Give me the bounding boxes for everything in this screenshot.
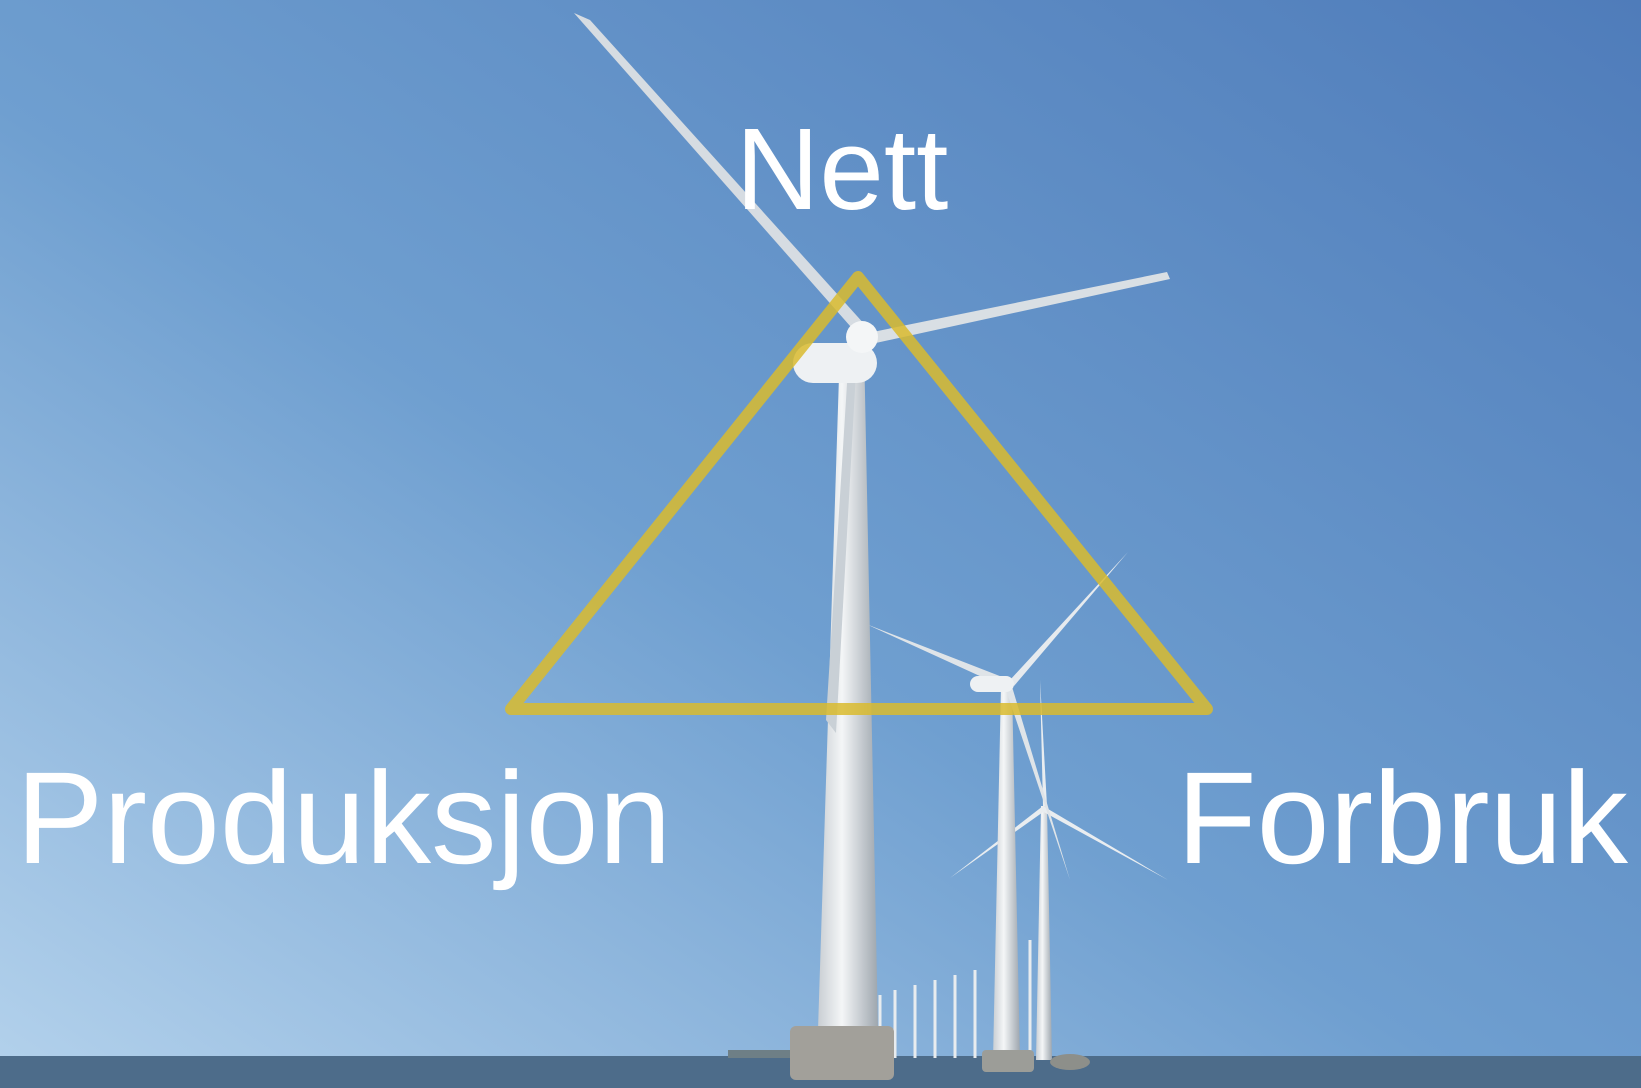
scene: Nett Produksjon Forbruk (0, 0, 1641, 1088)
label-right: Forbruk (1177, 744, 1629, 891)
label-top: Nett (736, 104, 949, 234)
label-left: Produksjon (16, 744, 671, 891)
page: {"labels": {"top": "Nett", "left": "Prod… (0, 0, 1641, 1088)
